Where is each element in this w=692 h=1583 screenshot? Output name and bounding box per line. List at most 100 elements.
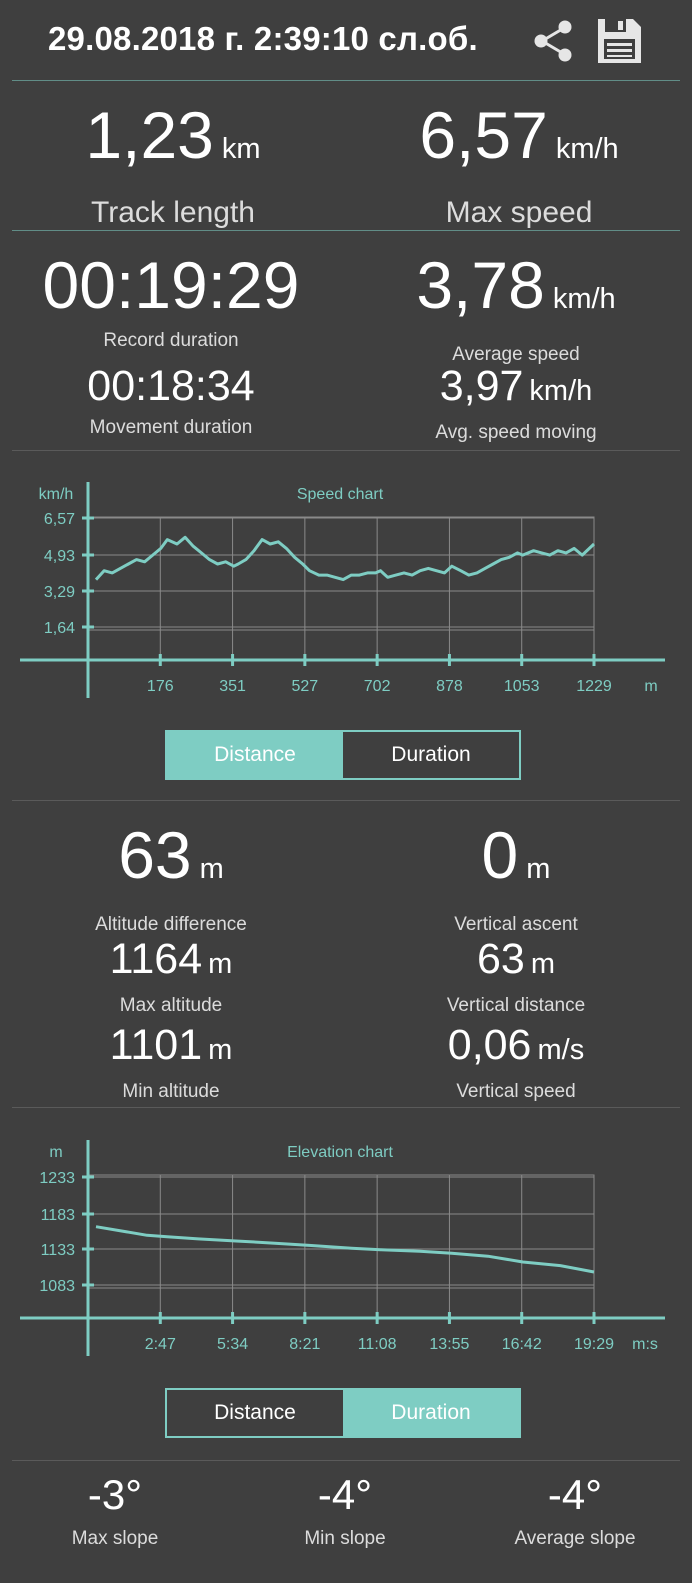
min-altitude-value: 1101 m bbox=[0, 1021, 342, 1074]
speed-duration-tab[interactable]: Duration bbox=[391, 743, 471, 766]
chart-x-tick-label: 351 bbox=[219, 678, 246, 695]
average-speed-block: 3,78 km/h Average speed bbox=[346, 250, 686, 367]
max-altitude-value: 1164 m bbox=[0, 935, 342, 988]
max-speed-label: Max speed bbox=[445, 196, 593, 229]
average-slope-block: -4° Average slope bbox=[460, 1470, 690, 1550]
vertical-distance-unit: m bbox=[530, 948, 555, 980]
chart-x-tick-label: 2:47 bbox=[145, 1336, 176, 1353]
track-length-label: Track length bbox=[91, 196, 255, 229]
movement-duration-block: 00:18:34 Movement duration bbox=[0, 362, 342, 440]
chart-x-tick-label: 176 bbox=[147, 678, 174, 695]
vertical-speed-block: 0,06 m/s Vertical speed bbox=[346, 1021, 686, 1104]
average-speed-unit: km/h bbox=[552, 283, 616, 315]
max-speed-value: 6,57 km/h bbox=[346, 100, 692, 184]
vertical-ascent-number: 0 bbox=[481, 818, 519, 892]
chart-y-tick-label: 1183 bbox=[41, 1207, 76, 1224]
altitude-difference-number: 63 bbox=[118, 818, 192, 892]
chart-x-tick-label: 1053 bbox=[504, 678, 540, 695]
altitude-difference-block: 63 m Altitude difference bbox=[0, 820, 342, 937]
average-speed-number: 3,78 bbox=[416, 248, 545, 322]
top-bar: 29.08.2018 г. 2:39:10 сл.об. bbox=[0, 0, 692, 80]
min-slope-label: Min slope bbox=[304, 1528, 386, 1549]
chart-x-tick-label: 702 bbox=[364, 678, 391, 695]
average-slope-label: Average slope bbox=[514, 1528, 636, 1549]
altitude-difference-label: Altitude difference bbox=[95, 914, 247, 935]
chart-x-tick-label: 16:42 bbox=[502, 1336, 542, 1353]
vertical-distance-label: Vertical distance bbox=[446, 995, 586, 1016]
divider bbox=[12, 80, 680, 81]
record-duration-label: Record duration bbox=[103, 330, 239, 351]
max-altitude-number: 1164 bbox=[109, 935, 203, 983]
max-slope-block: -3° Max slope bbox=[0, 1470, 230, 1550]
chart-x-tick-label: 11:08 bbox=[358, 1336, 397, 1353]
vertical-speed-number: 0,06 bbox=[447, 1021, 532, 1069]
track-date-title: 29.08.2018 г. 2:39:10 сл.об. bbox=[48, 20, 478, 57]
chart-y-tick-label: 1233 bbox=[39, 1170, 75, 1187]
max-slope-label: Max slope bbox=[71, 1528, 159, 1549]
min-altitude-label: Min altitude bbox=[122, 1081, 220, 1102]
chart-y-tick-label: 4,93 bbox=[44, 548, 75, 565]
max-slope-value: -3° bbox=[87, 1471, 143, 1518]
speed-chart-axis-toggle: Distance Duration bbox=[165, 730, 521, 780]
max-altitude-block: 1164 m Max altitude bbox=[0, 935, 342, 1018]
chart-y-tick-label: 1133 bbox=[41, 1242, 76, 1259]
avg-speed-moving-value: 3,97 km/h bbox=[346, 362, 686, 415]
elevation-duration-tab[interactable]: Duration bbox=[343, 1390, 519, 1436]
elevation-chart[interactable]: 1233 1183 1133 1083 2:47 5:34 8:21 11:08 13:55 16… bbox=[0, 1128, 692, 1368]
chart-x-tick-label: 527 bbox=[292, 678, 319, 695]
speed-distance-tab[interactable]: Distance bbox=[167, 732, 343, 778]
avg-speed-moving-unit: km/h bbox=[529, 375, 593, 407]
elevation-distance-tab[interactable]: Distance bbox=[214, 1401, 296, 1424]
speed-chart[interactable]: 6,57 4,93 3,29 1,64 176 351 527 702 878 1053 1229 k… bbox=[0, 470, 692, 710]
chart-grid-frame bbox=[87, 1174, 595, 1289]
chart-x-axis-title: m bbox=[644, 678, 657, 695]
chart-x-tick-label: 8:21 bbox=[289, 1336, 320, 1353]
chart-x-tick-label: 5:34 bbox=[217, 1336, 248, 1353]
min-altitude-unit: m bbox=[208, 1034, 233, 1066]
chart-y-tick-label: 1,64 bbox=[44, 620, 75, 637]
max-speed-number: 6,57 bbox=[419, 98, 548, 172]
divider bbox=[12, 450, 680, 451]
max-altitude-label: Max altitude bbox=[119, 995, 223, 1016]
chart-y-tick-label: 6,57 bbox=[44, 511, 75, 528]
chart-y-tick-label: 1083 bbox=[39, 1278, 75, 1295]
chart-series-line bbox=[94, 535, 596, 582]
divider bbox=[12, 1460, 680, 1461]
min-altitude-block: 1101 m Min altitude bbox=[0, 1021, 342, 1104]
average-slope-value: -4° bbox=[547, 1471, 603, 1518]
movement-duration-label: Movement duration bbox=[89, 417, 253, 438]
chart-x-tick-label: 13:55 bbox=[429, 1336, 469, 1353]
chart-y-tick-label: 3,29 bbox=[44, 584, 75, 601]
altitude-difference-unit: m bbox=[199, 853, 224, 885]
vertical-distance-block: 63 m Vertical distance bbox=[346, 935, 686, 1018]
avg-speed-moving-number: 3,97 bbox=[439, 362, 524, 410]
vertical-distance-value: 63 m bbox=[346, 935, 686, 988]
vertical-speed-unit: m/s bbox=[537, 1034, 585, 1066]
track-length-unit: km bbox=[221, 133, 261, 165]
min-slope-block: -4° Min slope bbox=[230, 1470, 460, 1550]
min-altitude-number: 1101 bbox=[109, 1021, 203, 1069]
share-icon[interactable] bbox=[528, 16, 578, 66]
record-duration-value: 00:19:29 bbox=[42, 248, 300, 322]
avg-speed-moving-block: 3,97 km/h Avg. speed moving bbox=[346, 362, 686, 445]
elevation-chart-axis-toggle: Distance Duration bbox=[165, 1388, 521, 1438]
chart-grid-frame bbox=[87, 516, 595, 631]
average-speed-label: Average speed bbox=[452, 344, 580, 365]
track-length-value: 1,23 km bbox=[0, 100, 346, 184]
vertical-ascent-unit: m bbox=[526, 853, 551, 885]
record-duration-block: 00:19:29 Record duration bbox=[0, 250, 342, 353]
chart-x-tick-label: 1229 bbox=[576, 678, 612, 695]
max-speed-block: 6,57 km/h Max speed bbox=[346, 100, 692, 230]
chart-x-axis-title: m:s bbox=[632, 1336, 658, 1353]
average-speed-value: 3,78 km/h bbox=[346, 250, 686, 334]
divider bbox=[12, 1107, 680, 1108]
movement-duration-value: 00:18:34 bbox=[87, 362, 255, 410]
divider bbox=[12, 230, 680, 231]
save-icon[interactable] bbox=[594, 16, 644, 66]
track-length-number: 1,23 bbox=[85, 98, 214, 172]
vertical-distance-number: 63 bbox=[476, 935, 525, 983]
vertical-speed-label: Vertical speed bbox=[456, 1081, 576, 1102]
avg-speed-moving-label: Avg. speed moving bbox=[435, 422, 597, 443]
